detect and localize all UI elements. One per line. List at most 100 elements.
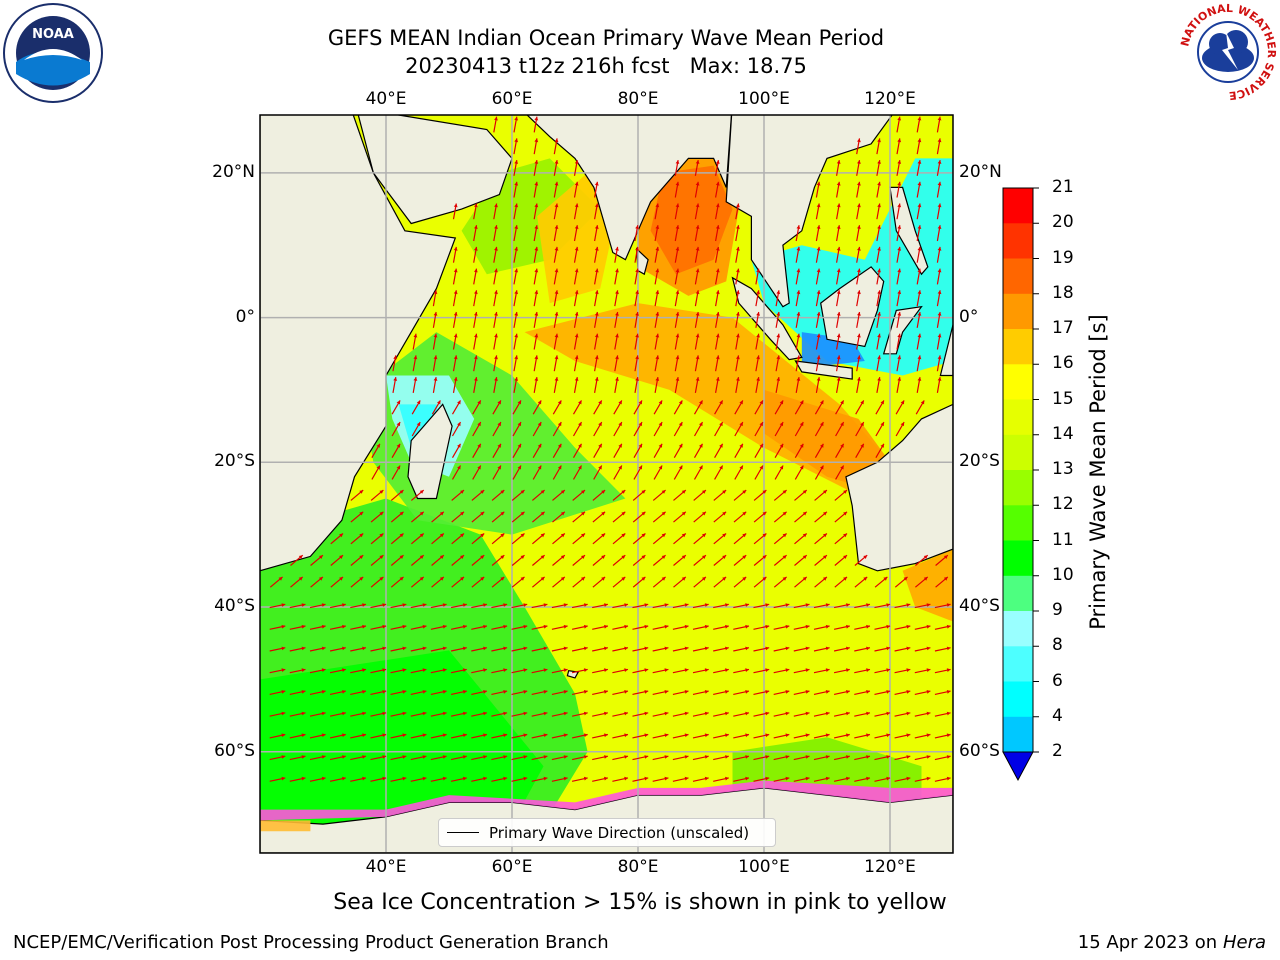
footer-left: NCEP/EMC/Verification Post Processing Pr… xyxy=(13,932,609,953)
wave-arrow-head xyxy=(281,776,286,781)
wave-arrow-head xyxy=(675,333,680,338)
wave-arrow-head xyxy=(514,290,519,295)
wave-arrow-head xyxy=(745,668,749,672)
wave-arrow-head xyxy=(937,355,942,360)
wave-arrow-head xyxy=(725,733,729,738)
lon-label-bottom: 60°E xyxy=(491,857,533,877)
wave-arrow-head xyxy=(785,776,790,781)
wave-arrow-head xyxy=(453,377,458,381)
wave-arrow-head xyxy=(644,711,649,716)
wave-arrow-head xyxy=(281,668,286,672)
lon-label-bottom: 120°E xyxy=(864,857,916,877)
wave-arrow-head xyxy=(739,400,743,405)
wave-arrow-head xyxy=(422,776,427,781)
wave-arrow-head xyxy=(877,138,881,143)
wave-arrow-head xyxy=(825,755,830,759)
wave-arrow-head xyxy=(897,116,902,121)
wave-arrow-head xyxy=(442,603,447,607)
wave-arrow-head xyxy=(615,312,619,316)
wave-arrow-head xyxy=(840,400,844,405)
wave-arrow-head xyxy=(517,400,521,405)
wave-arrow-head xyxy=(877,377,881,381)
wave-arrow-head xyxy=(675,268,680,273)
wave-arrow-head xyxy=(281,603,286,607)
wave-arrow-head xyxy=(843,555,847,559)
wave-arrow-head xyxy=(857,160,861,164)
wave-arrow-head xyxy=(926,646,931,651)
wave-arrow-head xyxy=(816,246,821,251)
wave-arrow-head xyxy=(339,533,343,538)
wave-arrow-head xyxy=(474,268,478,273)
wave-arrow-head xyxy=(574,246,579,251)
wave-arrow-head xyxy=(342,690,346,694)
wave-arrow-head xyxy=(860,400,864,405)
wave-arrow-head xyxy=(883,576,888,581)
wave-arrow-head xyxy=(594,333,599,338)
wave-arrow-head xyxy=(514,181,519,186)
wave-arrow-head xyxy=(825,668,830,672)
wave-arrow-head xyxy=(460,576,464,581)
wave-arrow-head xyxy=(782,576,787,581)
wave-arrow-head xyxy=(675,355,680,360)
wave-arrow-head xyxy=(816,377,821,381)
wave-arrow-head xyxy=(500,511,505,516)
wave-arrow-head xyxy=(442,624,447,629)
wave-arrow-head xyxy=(926,603,931,607)
wave-arrow-head xyxy=(805,776,810,781)
wave-arrow-head xyxy=(500,490,505,494)
wave-arrow-head xyxy=(635,268,639,273)
wave-arrow-head xyxy=(785,646,790,651)
wave-arrow-head xyxy=(765,711,770,716)
wave-arrow-head xyxy=(917,225,922,229)
wave-arrow-head xyxy=(843,533,847,538)
wave-arrow-head xyxy=(462,668,467,672)
wave-arrow-head xyxy=(742,533,747,538)
wave-arrow-head xyxy=(520,511,525,516)
wave-arrow-head xyxy=(695,377,700,381)
wave-arrow-head xyxy=(298,576,303,581)
wave-arrow-head xyxy=(880,443,884,448)
wave-arrow-head xyxy=(574,290,579,295)
wave-arrow-head xyxy=(537,443,542,448)
wave-arrow-head xyxy=(816,203,821,208)
wave-arrow-head xyxy=(877,268,881,273)
wave-arrow-head xyxy=(681,533,686,538)
wave-arrow-head xyxy=(840,465,844,470)
wave-arrow-head xyxy=(362,711,366,716)
wave-arrow-head xyxy=(946,646,951,651)
wave-arrow-head xyxy=(540,533,545,538)
wave-arrow-head xyxy=(460,533,464,538)
wave-arrow-head xyxy=(725,690,729,694)
wave-arrow-head xyxy=(523,690,528,694)
wave-arrow-head xyxy=(641,555,646,559)
wave-arrow-head xyxy=(635,225,639,229)
wave-arrow-head xyxy=(402,711,407,716)
wave-arrow-head xyxy=(658,400,663,405)
wave-arrow-head xyxy=(661,533,666,538)
wave-arrow-head xyxy=(816,225,821,229)
wave-arrow-head xyxy=(675,377,680,381)
wave-arrow-head xyxy=(474,355,478,360)
wave-arrow-head xyxy=(906,733,911,738)
wave-arrow-head xyxy=(402,690,407,694)
wave-arrow-head xyxy=(462,733,467,738)
wave-arrow-head xyxy=(825,603,830,607)
wave-arrow-head xyxy=(684,711,689,716)
wave-arrow-head xyxy=(382,755,387,759)
wave-arrow-head xyxy=(379,533,384,538)
wave-arrow-head xyxy=(574,181,579,186)
wave-arrow-head xyxy=(802,576,807,581)
wave-arrow-head xyxy=(937,268,942,273)
wave-arrow-head xyxy=(802,533,807,538)
wave-arrow-head xyxy=(604,711,608,716)
wave-arrow-head xyxy=(483,711,487,716)
wave-arrow-head xyxy=(514,203,519,208)
africa-land xyxy=(260,115,457,572)
wave-arrow-head xyxy=(799,443,804,448)
wave-arrow-head xyxy=(362,668,366,672)
wave-arrow-head xyxy=(736,312,740,316)
wave-arrow-head xyxy=(719,443,723,448)
wave-arrow-head xyxy=(799,465,804,470)
wave-arrow-head xyxy=(823,490,827,494)
wave-arrow-head xyxy=(886,646,891,651)
